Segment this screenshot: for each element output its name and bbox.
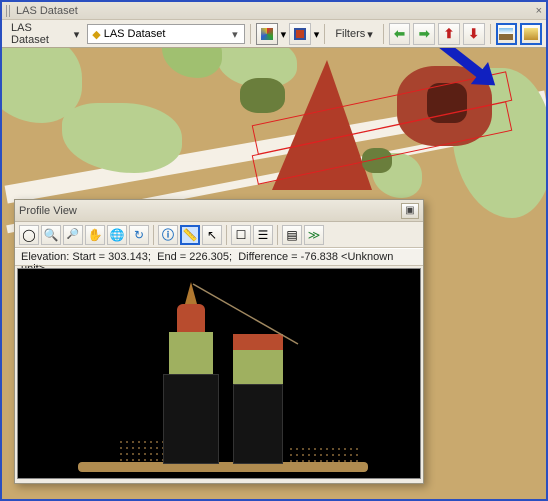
elev-label: Elevation: (21, 251, 69, 263)
arrow-left-icon: ⬅ (394, 26, 405, 42)
map-vegetation (162, 48, 222, 78)
table-icon: ▤ (286, 228, 297, 242)
list-icon: ☰ (258, 228, 269, 242)
profile-tool-button[interactable] (496, 23, 518, 45)
profile-toolbar: ◯ 🔍 🔎 ✋ 🌐 ↻ ⓘ 📏 ↖ ☐ ☰ ▤ ≫ (15, 222, 423, 248)
info-icon: ⓘ (162, 226, 174, 243)
zoom-in-icon: 🔍 (44, 228, 59, 242)
profile-guy-wire (18, 269, 420, 478)
arrow-down-icon: ⬇ (468, 26, 479, 42)
identify-button[interactable]: ⓘ (158, 225, 178, 245)
nav-globe-button[interactable]: 🌐 (107, 225, 127, 245)
chevron-down-icon[interactable]: ▾ (314, 28, 320, 41)
nav-back-button[interactable]: ⬅ (389, 23, 411, 45)
point-grid-icon (261, 28, 273, 40)
arrow-up-icon: ⬆ (444, 26, 455, 42)
zoom-in-button[interactable]: 🔍 (41, 225, 61, 245)
filters-label: Filters (335, 28, 365, 40)
profile-view-window[interactable]: Profile View ▣ ◯ 🔍 🔎 ✋ 🌐 ↻ ⓘ 📏 ↖ ☐ ☰ ▤ ≫… (14, 199, 424, 484)
profile-titlebar[interactable]: Profile View ▣ (15, 200, 423, 222)
map-dark-veg (240, 78, 285, 113)
profile-points (118, 439, 163, 464)
hand-icon: ✋ (88, 228, 103, 242)
start-label: Start = (72, 251, 105, 263)
filters-menu[interactable]: Filters ▾ (330, 24, 377, 44)
grip-icon[interactable] (6, 5, 12, 17)
point-symbology-button[interactable] (256, 23, 278, 45)
list-button[interactable]: ☰ (253, 225, 273, 245)
toolbar-close-icon[interactable]: × (536, 5, 542, 17)
profile-points (288, 446, 358, 466)
cursor-icon: ↖ (207, 228, 217, 242)
diff-label: Difference = (238, 251, 297, 263)
chevrons-icon: ≫ (308, 228, 321, 242)
zoom-out-icon: 🔎 (67, 229, 79, 240)
table-button[interactable]: ▤ (282, 225, 302, 245)
profile-icon (499, 28, 513, 40)
chevrons-button[interactable]: ≫ (304, 225, 324, 245)
pan-button[interactable]: ✋ (85, 225, 105, 245)
ruler-icon: 📏 (183, 228, 198, 242)
map-vegetation (62, 103, 182, 173)
pan-tool-button[interactable] (520, 23, 542, 45)
refresh-icon: ↻ (134, 228, 144, 242)
end-value: 226.305; (189, 251, 232, 263)
las-dataset-toolbar: LAS Dataset × LAS Dataset ▾ ◆ LAS Datase… (2, 2, 546, 48)
layer-icon: ◆ (92, 28, 100, 41)
toolbar-titlebar[interactable]: LAS Dataset × (2, 2, 546, 20)
start-value: 303.143; (108, 251, 151, 263)
nav-forward-button[interactable]: ➡ (413, 23, 435, 45)
chevron-down-icon: ▾ (228, 28, 242, 41)
arrow-right-icon: ➡ (419, 26, 430, 42)
surface-icon (294, 28, 306, 40)
chevron-down-icon: ▾ (367, 28, 373, 41)
nav-up-button[interactable]: ⬆ (438, 23, 460, 45)
nav-down-button[interactable]: ⬇ (463, 23, 485, 45)
toolbar-row: LAS Dataset ▾ ◆ LAS Dataset ▾ ▾ ▾ Filter… (2, 20, 546, 48)
full-extent-button[interactable]: ◯ (19, 225, 39, 245)
menu-label: LAS Dataset (11, 22, 72, 46)
profile-canvas[interactable] (17, 268, 421, 479)
chevron-down-icon[interactable]: ▾ (281, 28, 287, 41)
pan-icon (524, 28, 538, 40)
profile-title-label: Profile View (19, 205, 77, 217)
diff-value: -76.838 (301, 251, 338, 263)
measure-button[interactable]: 📏 (180, 225, 200, 245)
refresh-button[interactable]: ↻ (129, 225, 149, 245)
globe-icon: ◯ (22, 228, 35, 242)
las-dataset-menu[interactable]: LAS Dataset ▾ (6, 24, 84, 44)
profile-status-bar: Elevation: Start = 303.143; End = 226.30… (15, 248, 423, 266)
chevron-down-icon: ▾ (74, 28, 80, 41)
select-button[interactable]: ↖ (202, 225, 222, 245)
surface-display-button[interactable] (289, 23, 311, 45)
dataset-dropdown-value: LAS Dataset (104, 28, 166, 40)
toggle-icon: ☐ (236, 228, 247, 242)
end-label: End = (157, 251, 186, 263)
toggle-button[interactable]: ☐ (231, 225, 251, 245)
zoom-out-button[interactable]: 🔎 (63, 225, 83, 245)
toolbar-title: LAS Dataset (16, 5, 78, 17)
globe-icon: 🌐 (110, 228, 125, 242)
dataset-dropdown[interactable]: ◆ LAS Dataset ▾ (87, 24, 245, 44)
window-close-button[interactable]: ▣ (401, 203, 419, 219)
close-icon: ▣ (405, 205, 414, 216)
